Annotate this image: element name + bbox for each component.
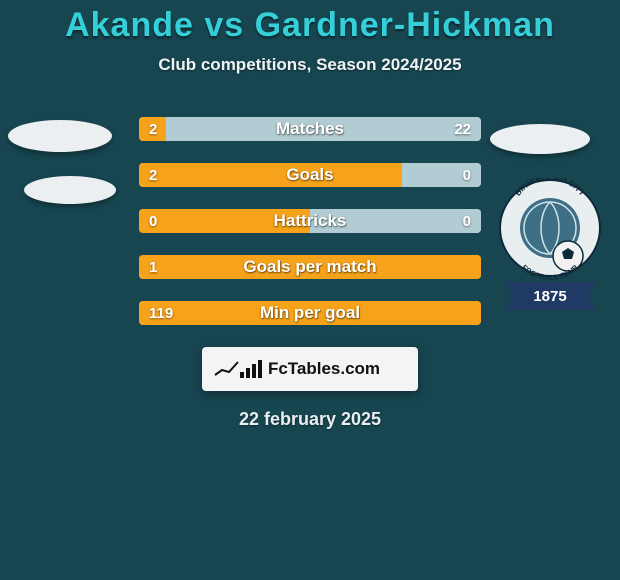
brand-chart-icon [240,360,262,378]
stat-label: Min per goal [139,301,481,325]
crest-svg: BIRMINGHAM CITY FOOTBALL CLUB 1875 [498,178,602,312]
svg-text:1875: 1875 [533,288,566,305]
stat-row: 119Min per goal [139,301,481,325]
stat-label: Goals per match [139,255,481,279]
stat-row: 20Goals [139,163,481,187]
subtitle: Club competitions, Season 2024/2025 [0,55,620,75]
date-text: 22 february 2025 [0,409,620,430]
left-ellipse-2 [24,176,116,204]
brand-text: FcTables.com [268,359,380,379]
right-ellipse-1 [490,124,590,154]
brand-box: FcTables.com [202,347,418,391]
stat-label: Matches [139,117,481,141]
club-crest: BIRMINGHAM CITY FOOTBALL CLUB 1875 [498,178,602,312]
comparison-rows: 222Matches 20Goals 00Hattricks 1Goals per m… [139,117,481,325]
stat-label: Goals [139,163,481,187]
page-title: Akande vs Gardner-Hickman [0,0,620,45]
stat-row: 00Hattricks [139,209,481,233]
stat-row: 222Matches [139,117,481,141]
stat-row: 1Goals per match [139,255,481,279]
left-ellipse-1 [8,120,112,152]
stat-label: Hattricks [139,209,481,233]
